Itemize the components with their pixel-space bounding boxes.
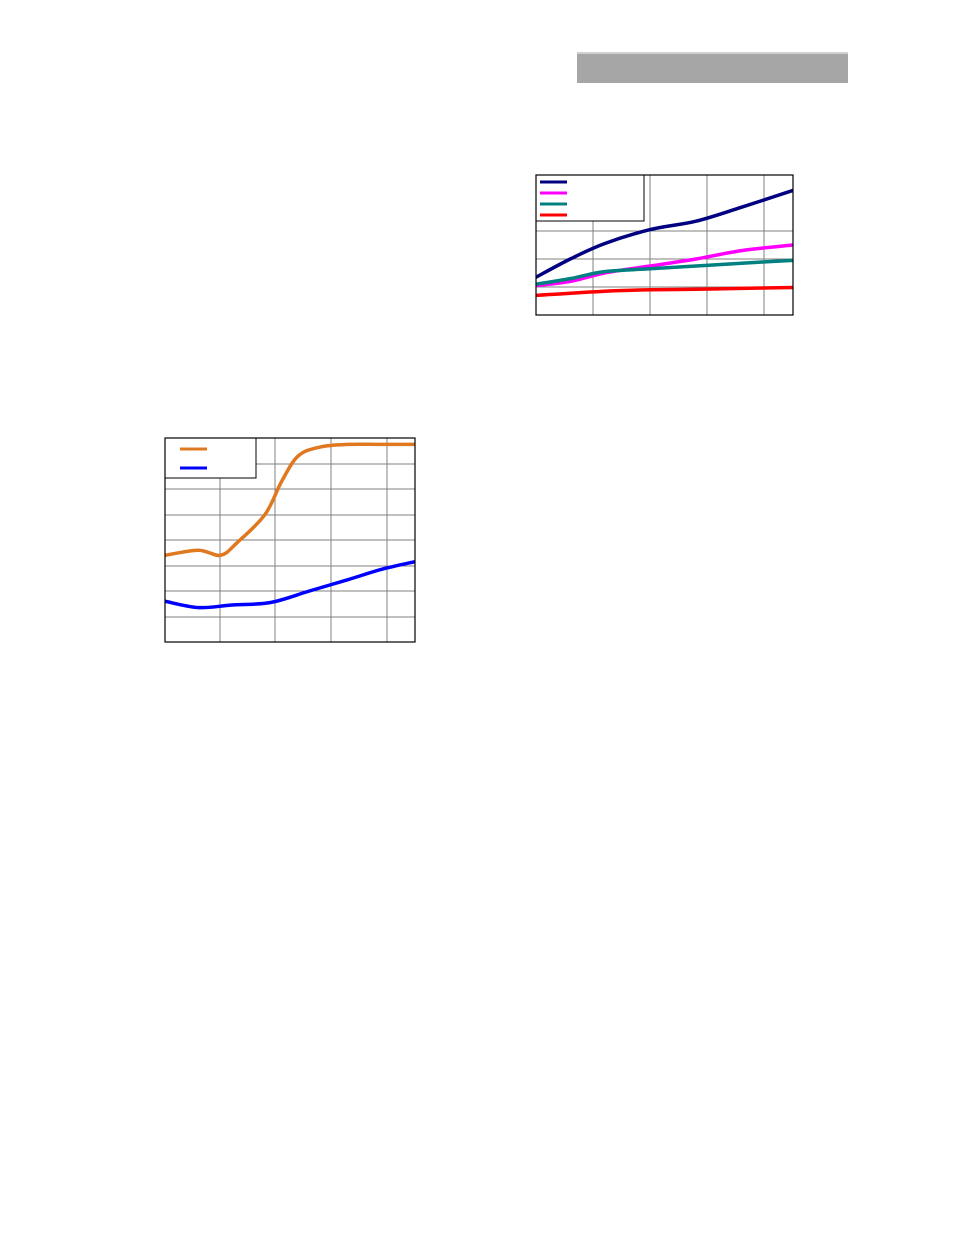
header-bar — [577, 52, 848, 83]
chart-bottom — [164, 437, 416, 643]
chart-top — [535, 174, 794, 316]
series-line-1 — [165, 442, 415, 558]
legend-box — [164, 437, 257, 479]
series-line-1 — [536, 188, 793, 279]
plot-frame — [535, 174, 794, 316]
plot-frame — [164, 437, 416, 643]
legend-box — [535, 174, 645, 222]
series-line-4 — [536, 285, 793, 298]
series-line-3 — [536, 258, 793, 286]
series-line-2 — [165, 559, 415, 610]
series-line-2 — [536, 243, 793, 288]
